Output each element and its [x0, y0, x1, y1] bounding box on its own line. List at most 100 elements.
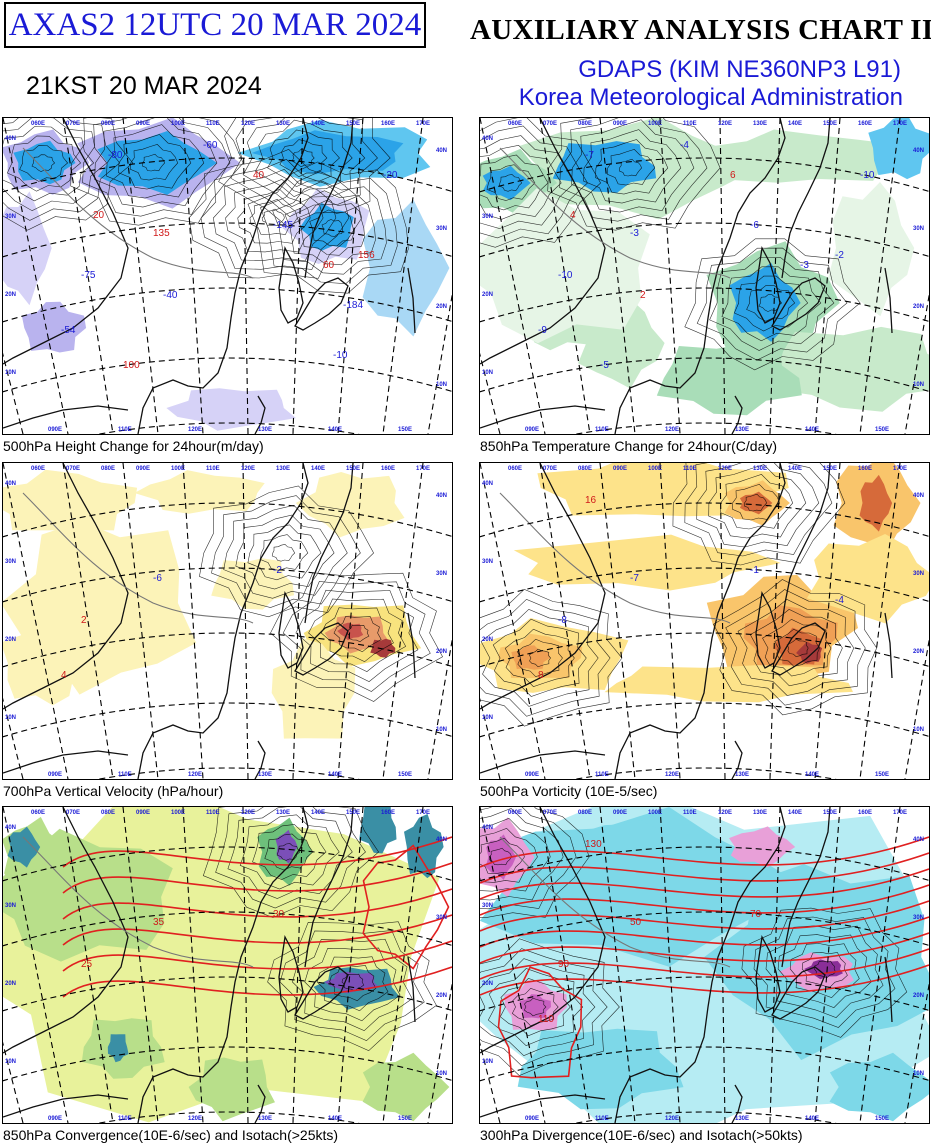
isotach-line: [480, 964, 929, 996]
value-label: 4: [61, 670, 67, 681]
contour-line: [523, 997, 547, 1017]
coastline: [614, 807, 786, 1123]
longitude-line: [859, 463, 901, 779]
lon-label: 080E: [578, 466, 592, 472]
value-label: 16: [585, 495, 597, 506]
coastline: [304, 807, 354, 968]
longitude-line: [539, 118, 591, 434]
shade-area: [517, 1028, 684, 1110]
value-label: -9: [538, 325, 547, 336]
contour-line: [247, 524, 322, 581]
lon-label: 160E: [858, 466, 872, 472]
contour-line: [571, 119, 695, 213]
isotach-line: [480, 932, 929, 964]
shade-area: [859, 474, 893, 532]
lon-label: 130E: [753, 466, 767, 472]
contour-line: [279, 139, 328, 178]
longitude-line: [814, 118, 841, 434]
longitude-line: [599, 807, 636, 1123]
coastline: [137, 463, 309, 779]
longitude-line: [814, 807, 841, 1123]
coastline: [480, 405, 606, 429]
agency-name: Korea Meteorological Administration: [518, 84, 903, 111]
shade-area: [765, 326, 929, 412]
shade-area: [275, 829, 298, 864]
longitude-line: [337, 807, 364, 1123]
shade-area: [739, 491, 773, 515]
lat-label-left: 10N: [482, 715, 493, 721]
lon-label: 080E: [578, 121, 592, 127]
contour-line: [271, 543, 296, 562]
longitude-line: [859, 807, 901, 1123]
lon-label: 150E: [823, 466, 837, 472]
shade-area: [21, 301, 87, 353]
lon-label: 100E: [171, 466, 185, 472]
isotach-lines: [62, 836, 452, 998]
model-name: GDAPS (KIM NE360NP3 L91): [578, 56, 901, 83]
lon-label: 070E: [66, 466, 80, 472]
lon-label: 070E: [66, 810, 80, 816]
contour-line: [94, 118, 218, 208]
shaded-fields: [480, 807, 929, 1123]
value-label: -3: [800, 260, 809, 271]
lon-label: 170E: [893, 466, 907, 472]
longitude-line: [480, 352, 501, 434]
value-label: -60: [203, 140, 218, 151]
coastlines: [480, 807, 893, 1123]
lon-label: 130E: [276, 466, 290, 472]
caption-850hpa-temperature-change: 850hPa Temperature Change for 24hour(C/d…: [480, 438, 778, 454]
shade-area: [828, 182, 915, 317]
coastline: [755, 934, 781, 1013]
latitude-line: [3, 502, 452, 538]
coastline: [294, 622, 349, 676]
latitude-line: [3, 357, 452, 393]
lon-label: 170E: [416, 466, 430, 472]
longitude-line: [62, 807, 114, 1123]
caption-300hpa-divergence-isotach: 300hPa Divergence(10E-6/sec) and Isotach…: [480, 1127, 803, 1143]
panel-850hpa-temperature-change: 060E 070E 080E 090E 100E 110E 120E 130E 140E 150E…: [479, 117, 930, 435]
contour-line: [765, 925, 884, 1018]
lon-label: 150E: [346, 810, 360, 816]
value-label: -5: [600, 360, 609, 371]
lon-label-bottom: 120E: [188, 1116, 202, 1122]
longitude-line: [382, 463, 424, 779]
coastline: [137, 118, 309, 434]
shade-area: [251, 130, 404, 175]
contour-line: [684, 238, 861, 371]
value-label: -75: [81, 270, 96, 281]
value-label: 50: [630, 917, 642, 928]
lon-label: 110E: [206, 810, 220, 816]
lon-label-bottom: 090E: [48, 772, 62, 778]
isotach-line: [362, 844, 450, 970]
coastline: [294, 966, 349, 1020]
lon-label-bottom: 120E: [665, 1116, 679, 1122]
coastline: [755, 590, 781, 669]
lat-label-left: 20N: [5, 292, 16, 298]
lon-label-bottom: 150E: [875, 1116, 889, 1122]
lat-label-right: 10N: [436, 727, 447, 733]
lat-label-right: 20N: [913, 993, 924, 999]
latitude-line: [480, 222, 929, 258]
coastline: [3, 118, 129, 365]
isotach-line: [62, 966, 452, 998]
value-label: -54: [61, 325, 76, 336]
lat-label-left: 30N: [5, 559, 16, 565]
lat-label-right: 30N: [436, 915, 447, 921]
lon-label-bottom: 110E: [595, 1116, 609, 1122]
longitude-line: [337, 118, 364, 434]
coastline: [884, 612, 893, 679]
contour-line: [480, 118, 601, 248]
shade-area: [604, 665, 853, 703]
value-label: -6: [750, 220, 759, 231]
coastline: [480, 750, 606, 774]
lat-label-right: 40N: [436, 837, 447, 843]
latitude-line: [3, 157, 452, 193]
lat-lon-grid: [3, 807, 452, 1123]
latitude-line: [480, 567, 929, 603]
latitude-line: [480, 702, 929, 738]
contour-line: [297, 199, 365, 256]
lon-label: 140E: [788, 121, 802, 127]
latitude-line: [3, 911, 452, 947]
map-svg: 060E 070E 080E 090E 100E 110E 120E 130E 140E 150E…: [480, 807, 929, 1123]
caption-500hpa-height-change: 500hPa Height Change for 24hour(m/day): [3, 438, 264, 454]
